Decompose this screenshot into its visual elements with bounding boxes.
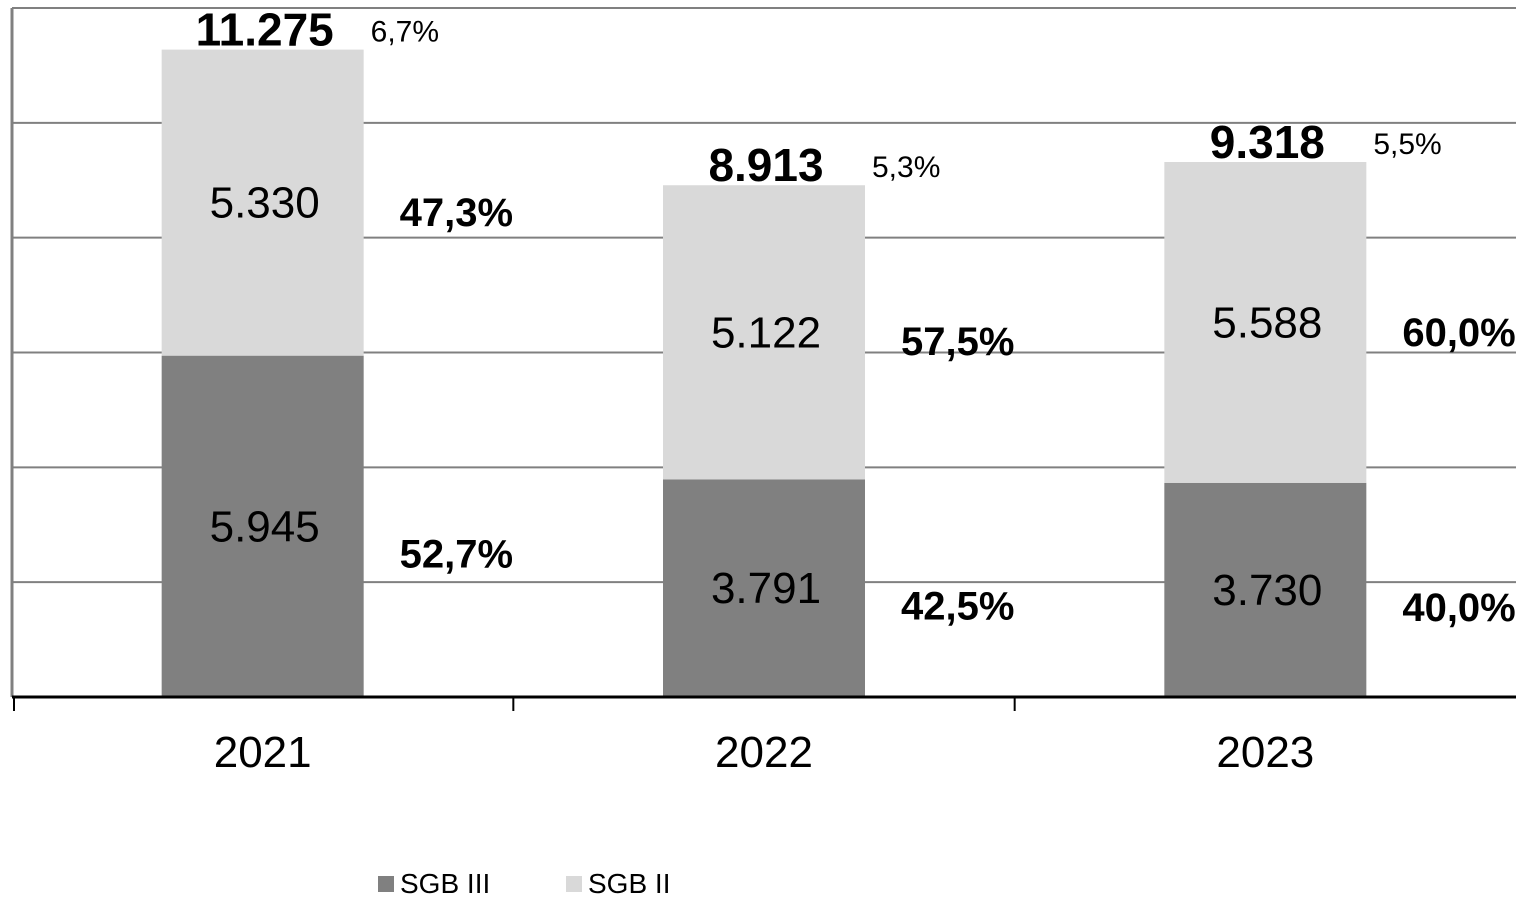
share-label: 40,0% bbox=[1402, 586, 1515, 630]
segment-value-label: 3.791 bbox=[711, 564, 821, 613]
share-label: 60,0% bbox=[1402, 311, 1515, 355]
x-axis: 2021 2022 2023 bbox=[12, 695, 1516, 777]
total-percent-label: 5,5% bbox=[1373, 128, 1441, 161]
share-label: 52,7% bbox=[400, 533, 513, 577]
bar-sgb-iii-2023 bbox=[1164, 482, 1367, 697]
x-tick-label: 2023 bbox=[1216, 728, 1314, 777]
total-percent-label: 6,7% bbox=[371, 16, 439, 49]
legend-label: SGB II bbox=[588, 868, 670, 898]
total-value-label: 8.913 bbox=[708, 139, 823, 191]
share-label: 42,5% bbox=[901, 585, 1014, 629]
legend-label: SGB III bbox=[400, 868, 490, 898]
segment-value-label: 5.945 bbox=[210, 502, 320, 551]
total-value-label: 11.275 bbox=[196, 4, 334, 56]
legend-swatch bbox=[566, 876, 582, 892]
bars bbox=[161, 49, 1367, 697]
segment-value-label: 3.730 bbox=[1212, 566, 1322, 615]
bar-sgb-ii-2023 bbox=[1164, 161, 1367, 483]
legend: SGB III SGB II bbox=[378, 868, 670, 898]
bar-sgb-ii-2022 bbox=[663, 185, 865, 480]
x-tick-label: 2022 bbox=[715, 728, 813, 777]
bar-sgb-iii-2021 bbox=[161, 355, 364, 697]
bar-sgb-iii-2022 bbox=[663, 479, 865, 697]
legend-swatch bbox=[378, 876, 394, 892]
bar-sgb-ii-2021 bbox=[161, 49, 364, 356]
segment-value-label: 5.122 bbox=[711, 308, 821, 357]
total-value-label: 9.318 bbox=[1210, 116, 1325, 168]
share-label: 47,3% bbox=[400, 191, 513, 235]
segment-value-label: 5.588 bbox=[1212, 298, 1322, 347]
x-tick-label: 2021 bbox=[214, 728, 312, 777]
share-label: 57,5% bbox=[901, 320, 1014, 364]
total-percent-label: 5,3% bbox=[872, 151, 940, 184]
data-labels: 5.945 52,7% 5.330 47,3% 11.275 6,7% 3.791 42,5%… bbox=[196, 4, 1516, 630]
segment-value-label: 5.330 bbox=[210, 179, 320, 228]
